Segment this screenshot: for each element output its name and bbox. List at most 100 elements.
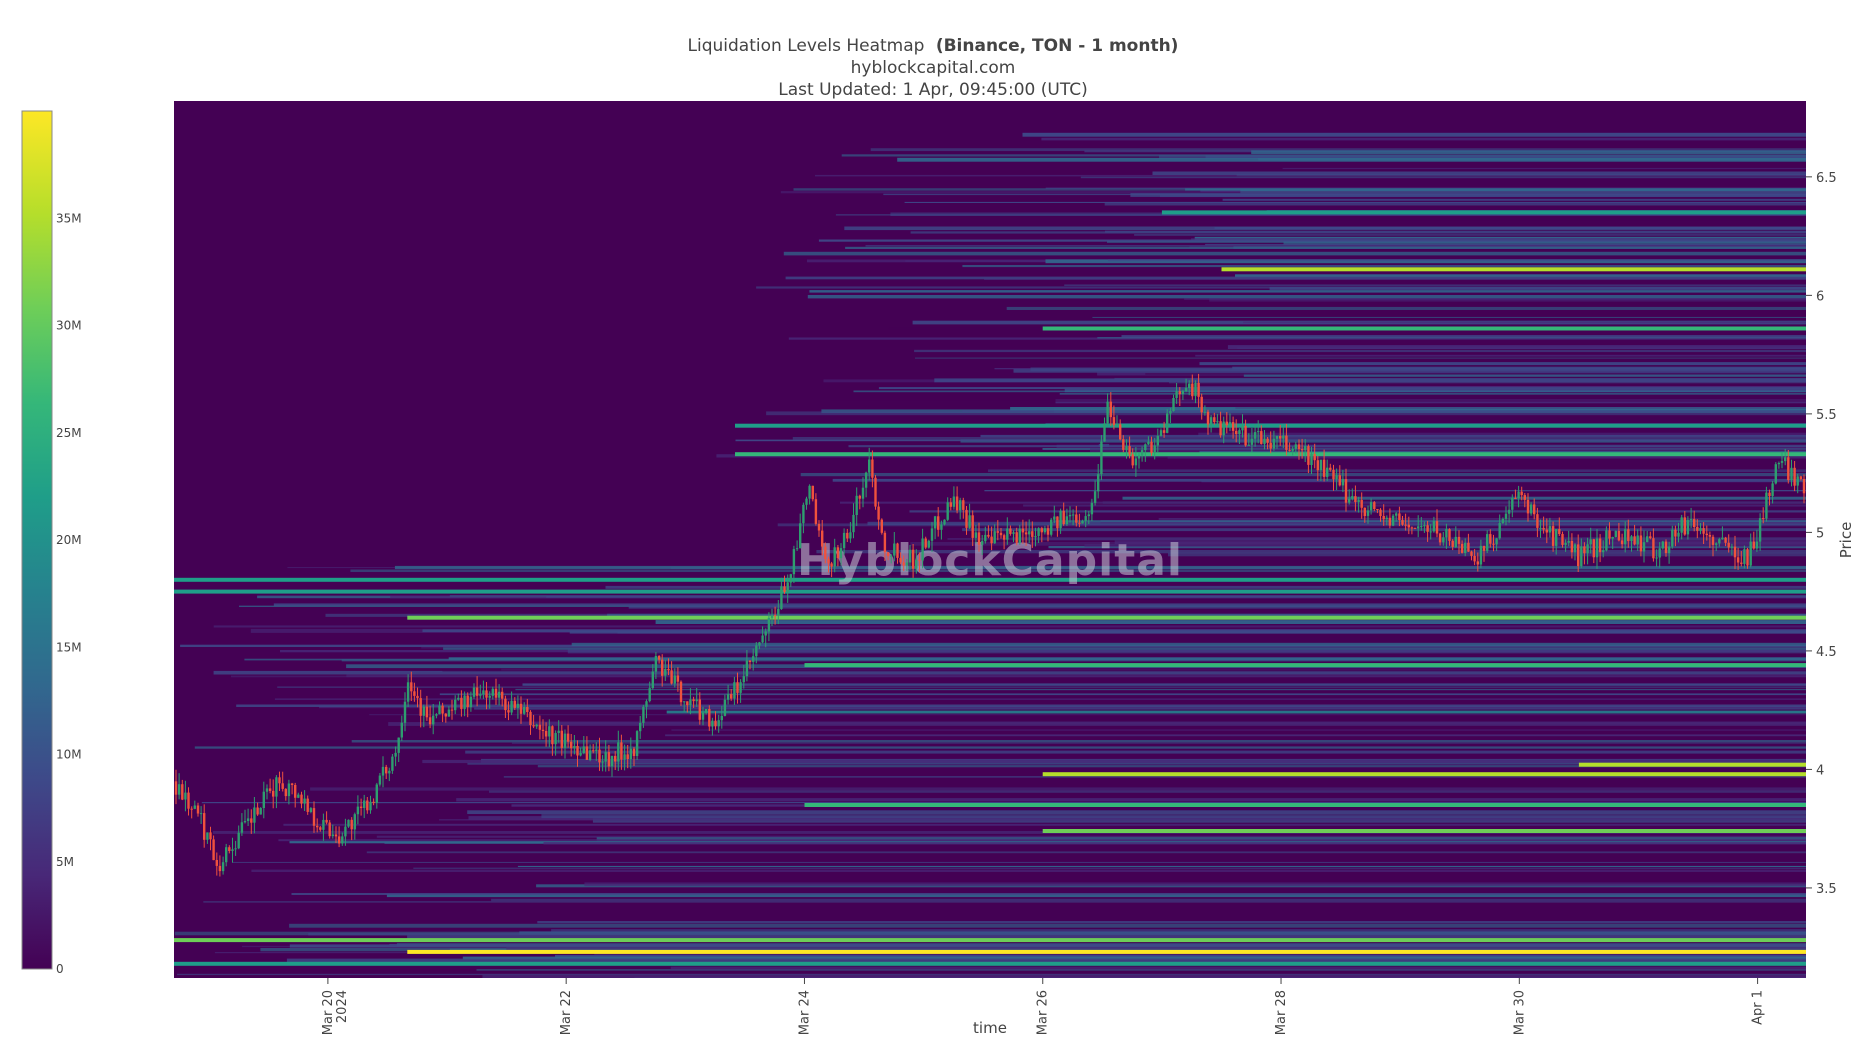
price-candle (454, 699, 457, 711)
price-candle (1583, 546, 1586, 554)
price-candle (1780, 461, 1784, 463)
price-candle (344, 826, 347, 837)
price-candle (896, 543, 899, 558)
heatmap-band (442, 668, 1806, 672)
price-candle (1602, 550, 1605, 553)
heatmap-band (489, 790, 1806, 793)
heatmap-band (213, 670, 1806, 675)
price-candle (1570, 541, 1574, 553)
price-candle (1605, 530, 1608, 551)
price-candle (1335, 475, 1338, 480)
price-candle (977, 532, 981, 545)
heatmap-band (476, 969, 1806, 971)
price-candle (1253, 432, 1257, 439)
heatmap-band (194, 746, 1806, 749)
price-candle (272, 790, 275, 797)
price-candle (1796, 476, 1799, 486)
price-candle (535, 724, 538, 727)
price-candle (1247, 444, 1250, 446)
price-candle (1313, 454, 1316, 461)
x-tick-label: Mar 30 (1512, 990, 1527, 1035)
price-candle (1125, 446, 1128, 450)
price-candle (1071, 514, 1075, 516)
price-candle (1545, 529, 1548, 533)
price-candle (560, 730, 563, 748)
price-candle (1721, 537, 1724, 540)
heatmap-band (809, 290, 1806, 293)
price-candle (893, 543, 896, 556)
chart-title: Liquidation Levels Heatmap (Binance, TON… (688, 36, 1179, 100)
price-candle (1166, 413, 1169, 433)
heatmap-band (213, 831, 1806, 834)
colorbar-tick-label: 30M (56, 319, 82, 333)
price-candle (1269, 442, 1272, 449)
price-candle (811, 485, 814, 500)
heatmap-band (670, 966, 1806, 970)
price-candle (181, 784, 184, 800)
price-candle (1131, 454, 1134, 466)
heatmap-band (456, 798, 1806, 802)
price-candle (1134, 458, 1138, 466)
price-candle (551, 726, 554, 745)
price-candle (253, 807, 256, 823)
price-candle (1401, 520, 1404, 525)
y-axis: 3.5 4 4.5 5 5.5 6 6.5 (1806, 171, 1837, 897)
y-tick-label: 5 (1816, 526, 1824, 541)
price-candle (1407, 524, 1410, 528)
x-axis-title: time (973, 1019, 1007, 1037)
price-candle (723, 699, 727, 716)
price-candle (541, 729, 545, 731)
price-candle (375, 784, 378, 803)
heatmap-band (376, 835, 1806, 838)
price-candle (708, 709, 711, 727)
heatmap-band (273, 603, 1806, 607)
price-candle (808, 485, 811, 499)
price-candle (755, 645, 758, 657)
price-candle (1021, 528, 1025, 533)
heatmap-band (366, 851, 1806, 854)
price-candle (268, 788, 272, 791)
heatmap-band (177, 973, 1806, 976)
price-candle (243, 821, 247, 823)
price-candle (1024, 532, 1028, 535)
price-candle (1752, 541, 1755, 549)
price-candle (259, 808, 262, 815)
price-candle (1755, 541, 1759, 549)
liquidation-level (804, 663, 1806, 668)
x-tick-label: Mar 22 (559, 990, 574, 1035)
price-candle (347, 819, 350, 827)
price-candle (278, 777, 281, 784)
price-candle (1774, 464, 1777, 484)
heatmap-band (443, 647, 1806, 650)
heatmap-band (465, 750, 1806, 754)
heatmap-band (291, 893, 1806, 895)
price-candle (761, 635, 764, 643)
price-candle (999, 532, 1003, 536)
price-candle (1454, 536, 1457, 547)
price-candle (1031, 531, 1034, 537)
price-candle (1526, 499, 1530, 514)
price-candle (1636, 535, 1639, 545)
plot-area: HyblockCapital (174, 101, 1806, 978)
price-candle (460, 697, 463, 710)
heatmap-band (515, 688, 1806, 691)
price-candle (1015, 532, 1018, 543)
heatmap-band (853, 390, 1806, 393)
price-candle (1122, 439, 1125, 450)
price-candle (588, 750, 592, 760)
price-candle (1329, 467, 1332, 470)
price-candle (1423, 525, 1426, 527)
price-candle (294, 785, 297, 798)
price-candle (1765, 492, 1768, 519)
price-candle (692, 699, 695, 702)
price-candle (664, 669, 667, 676)
price-candle (1279, 436, 1282, 439)
price-candle (679, 681, 683, 703)
price-candle (1589, 539, 1592, 545)
price-candle (1260, 431, 1263, 444)
heatmap-band (766, 411, 1806, 416)
price-candle (1282, 435, 1285, 439)
price-candle (1288, 449, 1291, 451)
price-candle (1652, 538, 1655, 559)
heatmap-band (278, 839, 1806, 842)
